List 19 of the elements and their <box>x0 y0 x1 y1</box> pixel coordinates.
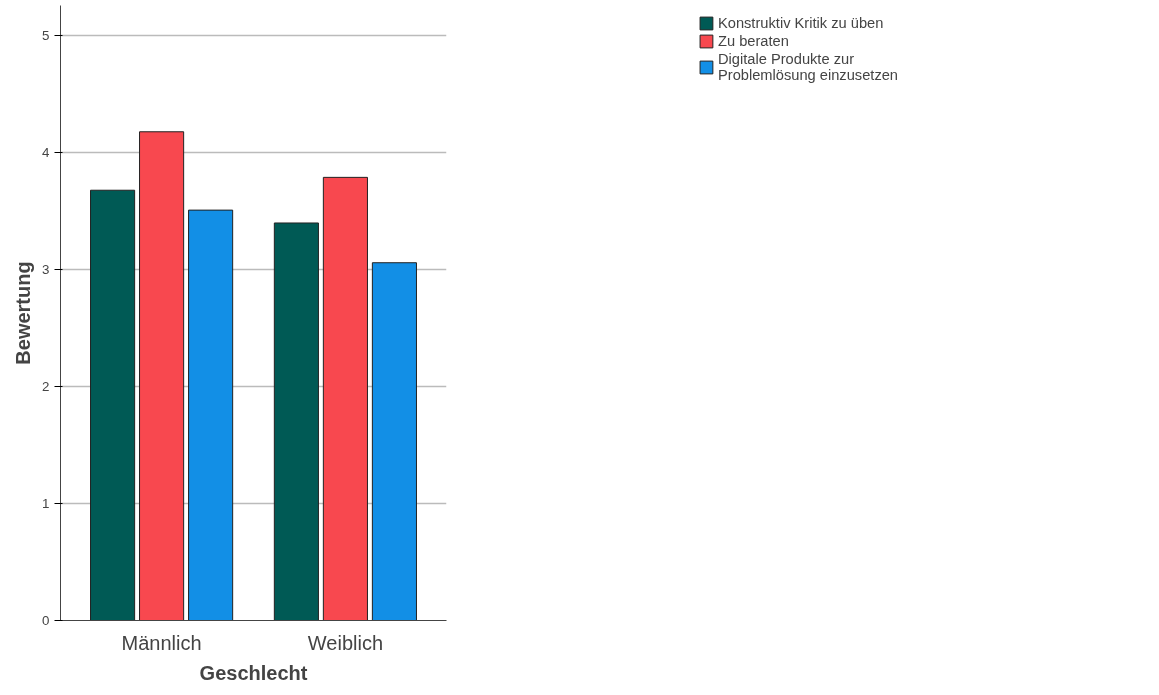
bar <box>188 209 234 621</box>
legend-label: Zu beraten <box>717 33 789 49</box>
legend-label: Digitale Produkte zur Problemlösung einzusetzen <box>717 51 899 83</box>
y-tick-label: 0 <box>42 613 50 628</box>
bar <box>90 189 136 621</box>
x-tick-label: Männlich <box>121 631 202 654</box>
x-axis-title: Geschlecht <box>199 661 308 684</box>
y-tick-label: 4 <box>42 145 51 161</box>
y-tick-label: 2 <box>42 379 50 395</box>
y-tick-label: 3 <box>42 262 50 278</box>
bar <box>273 222 319 621</box>
bar <box>371 262 417 621</box>
legend-label: Konstruktiv Kritik zu üben <box>717 15 884 31</box>
y-axis-title: Bewertung <box>12 261 35 365</box>
x-tick-label: Weiblich <box>307 631 384 654</box>
bar <box>322 176 368 621</box>
y-tick-label: 1 <box>42 496 50 512</box>
bar <box>139 131 185 621</box>
y-tick-label: 5 <box>42 28 50 44</box>
